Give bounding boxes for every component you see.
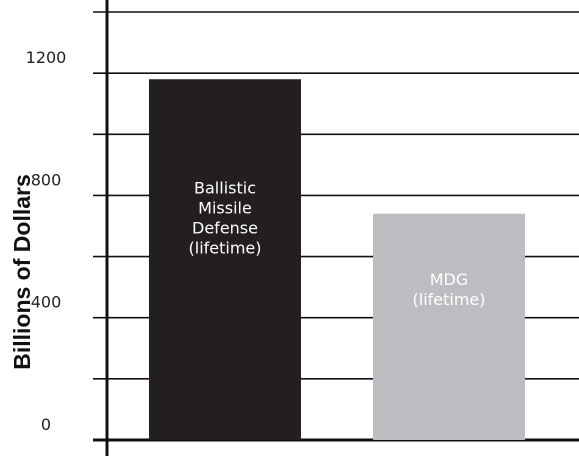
bar-data-label: Ballistic bbox=[194, 179, 256, 198]
bar bbox=[373, 213, 525, 440]
bars: BallisticMissileDefense(lifetime)MDG(lif… bbox=[149, 79, 525, 440]
bar-data-label: MDG bbox=[430, 270, 469, 289]
bar bbox=[149, 79, 301, 440]
y-axis-label: Billions of Dollars bbox=[9, 174, 35, 370]
bar-data-label: (lifetime) bbox=[189, 239, 262, 258]
bar-data-label: Missile bbox=[198, 199, 252, 218]
y-tick-label: 1200 bbox=[26, 48, 67, 67]
bar-data-label: (lifetime) bbox=[413, 290, 486, 309]
y-tick-label: 800 bbox=[31, 170, 62, 189]
y-tick-labels: 0 400 800 1200 bbox=[26, 48, 67, 434]
y-tick-label: 400 bbox=[31, 293, 62, 312]
y-tick-label: 0 bbox=[41, 415, 51, 434]
bar-data-label: Defense bbox=[192, 219, 258, 238]
